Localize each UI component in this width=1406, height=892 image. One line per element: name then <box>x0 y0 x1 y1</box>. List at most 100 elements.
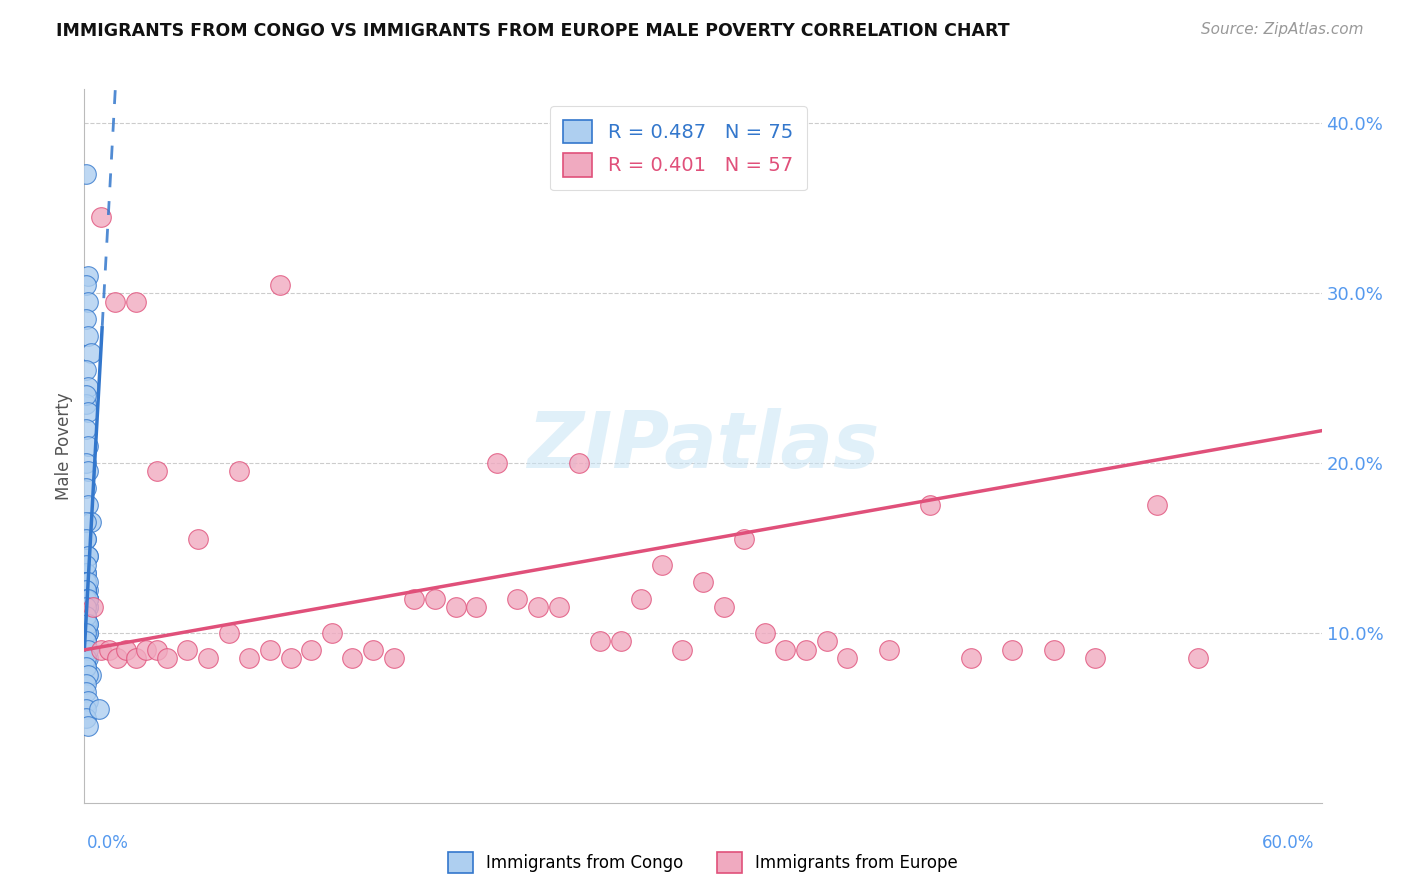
Point <box>794 643 817 657</box>
Point <box>269 277 291 292</box>
Point <box>1042 643 1064 657</box>
Point <box>77 439 100 453</box>
Point <box>90 643 112 657</box>
Point <box>218 626 240 640</box>
Point <box>75 600 97 615</box>
Point <box>156 651 179 665</box>
Point <box>75 600 97 615</box>
Point <box>75 362 97 376</box>
Point <box>145 465 167 479</box>
Point <box>77 379 100 393</box>
Point <box>651 558 673 572</box>
Point <box>77 465 100 479</box>
Point <box>75 626 97 640</box>
Point <box>75 626 97 640</box>
Point <box>918 499 941 513</box>
Point <box>77 617 100 632</box>
Point <box>733 533 755 547</box>
Point <box>77 499 100 513</box>
Point <box>75 422 97 436</box>
Point <box>75 608 97 623</box>
Point <box>75 396 97 410</box>
Point <box>713 600 735 615</box>
Point <box>1187 651 1209 665</box>
Point <box>423 591 446 606</box>
Point <box>75 617 97 632</box>
Point <box>75 711 97 725</box>
Point <box>77 405 100 419</box>
Point <box>299 643 322 657</box>
Point <box>187 533 209 547</box>
Point <box>75 388 97 402</box>
Point <box>960 651 983 665</box>
Point <box>77 591 100 606</box>
Point <box>75 456 97 470</box>
Text: ZIPatlas: ZIPatlas <box>527 408 879 484</box>
Point <box>404 591 426 606</box>
Point <box>77 591 100 606</box>
Point <box>77 668 100 682</box>
Point <box>114 643 136 657</box>
Point <box>77 574 100 589</box>
Point <box>75 566 97 581</box>
Point <box>77 626 100 640</box>
Point <box>75 516 97 530</box>
Point <box>77 549 100 564</box>
Point <box>77 617 100 632</box>
Point <box>75 583 97 598</box>
Point <box>547 600 569 615</box>
Point <box>75 660 97 674</box>
Point <box>238 651 260 665</box>
Point <box>77 549 100 564</box>
Point <box>75 677 97 691</box>
Point <box>135 643 157 657</box>
Point <box>145 643 167 657</box>
Point <box>75 617 97 632</box>
Point <box>125 651 148 665</box>
Point <box>77 643 100 657</box>
Point <box>104 294 127 309</box>
Point <box>75 574 97 589</box>
Point <box>77 328 100 343</box>
Point <box>75 702 97 716</box>
Point <box>75 660 97 674</box>
Point <box>75 600 97 615</box>
Point <box>228 465 250 479</box>
Point <box>75 574 97 589</box>
Point <box>382 651 405 665</box>
Point <box>75 533 97 547</box>
Point <box>342 651 364 665</box>
Point <box>692 574 714 589</box>
Point <box>775 643 797 657</box>
Point <box>75 583 97 598</box>
Text: Source: ZipAtlas.com: Source: ZipAtlas.com <box>1201 22 1364 37</box>
Point <box>77 591 100 606</box>
Point <box>77 600 100 615</box>
Point <box>75 651 97 665</box>
Point <box>630 591 652 606</box>
Point <box>75 634 97 648</box>
Point <box>75 608 97 623</box>
Point <box>589 634 612 648</box>
Point <box>75 311 97 326</box>
Point <box>75 566 97 581</box>
Point <box>90 210 112 224</box>
Point <box>77 583 100 598</box>
Point <box>75 685 97 699</box>
Point <box>77 600 100 615</box>
Point <box>75 277 97 292</box>
Point <box>815 634 838 648</box>
Point <box>87 702 110 716</box>
Point <box>75 558 97 572</box>
Point <box>259 643 281 657</box>
Point <box>77 294 100 309</box>
Point <box>485 456 508 470</box>
Point <box>568 456 591 470</box>
Point <box>82 600 104 615</box>
Point <box>79 516 101 530</box>
Point <box>77 694 100 708</box>
Point <box>176 643 198 657</box>
Point <box>1001 643 1024 657</box>
Point <box>527 600 550 615</box>
Point <box>321 626 343 640</box>
